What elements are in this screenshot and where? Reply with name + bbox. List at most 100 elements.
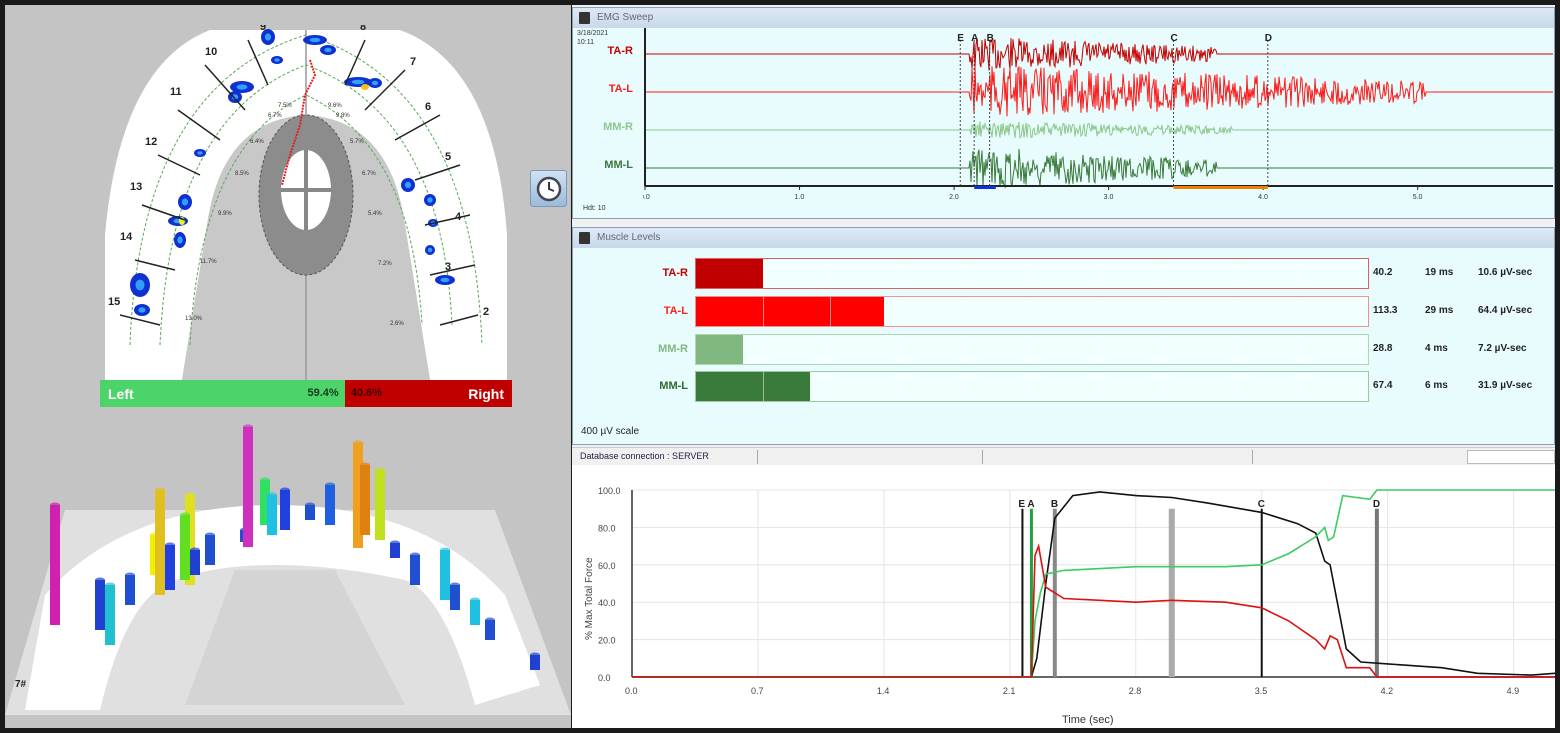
force-bar-3d bbox=[440, 550, 450, 600]
x-tick-label: 1.4 bbox=[877, 686, 890, 696]
tooth-number: 8 bbox=[360, 25, 366, 33]
y-tick-label: 40.0 bbox=[598, 598, 616, 608]
3d-force-view: 7# bbox=[5, 424, 571, 715]
channel-label: TA-L bbox=[608, 83, 633, 95]
event-marker-label: C bbox=[1258, 499, 1265, 510]
tooth-number: 11 bbox=[170, 86, 182, 98]
muscle-levels-titlebar: Muscle Levels bbox=[573, 228, 1554, 248]
x-axis-label: Time (sec) bbox=[1062, 714, 1114, 726]
tooth-percent: 2.6% bbox=[390, 321, 404, 327]
muscle-label: TA-R bbox=[662, 267, 688, 279]
force-bar-3d bbox=[410, 555, 420, 585]
x-tick-label: 3.5 bbox=[1255, 686, 1268, 696]
series-line-left bbox=[632, 489, 1555, 678]
tooth-percent: 9.8% bbox=[336, 113, 350, 119]
tooth-percent: 9.9% bbox=[218, 211, 232, 217]
tooth-percent: 6.7% bbox=[362, 171, 376, 177]
window-icon bbox=[579, 12, 590, 24]
force-bar-3d bbox=[125, 575, 135, 605]
emg-x-tick: 5.0 bbox=[1413, 194, 1423, 201]
emg-x-tick: 1.0 bbox=[795, 194, 805, 201]
muscle-integral: 31.9 µV-sec bbox=[1478, 380, 1533, 391]
muscle-time: 29 ms bbox=[1425, 305, 1454, 316]
force-bar-3d bbox=[360, 465, 370, 535]
occlusal-force-panel: 2 3 4 5 6 7 8 9 10 11 12 13 14 15 7.5% 6.7% 6.4% 8.5% 9.9… bbox=[5, 5, 571, 728]
tooth-percent: 5.4% bbox=[368, 211, 382, 217]
tooth-percent: 5.7% bbox=[350, 139, 364, 145]
event-marker-label: B bbox=[1051, 499, 1058, 510]
tooth-number: 3 bbox=[445, 261, 451, 273]
emg-sweep-plot[interactable]: 0.0 1.0 2.0 3.0 4.0 5.0 EAB C D bbox=[643, 28, 1555, 218]
left-label: Left bbox=[108, 386, 134, 402]
emg-x-tick: 2.0 bbox=[949, 194, 959, 201]
emg-sweep-window: EMG Sweep 3/18/2021 10:11 Hdt: 10 TA-R TA… bbox=[572, 7, 1555, 219]
force-bar-3d bbox=[190, 550, 200, 575]
force-bar-3d bbox=[280, 490, 290, 530]
right-label: Right bbox=[468, 386, 504, 402]
tooth-number: 14 bbox=[120, 231, 133, 243]
force-bar-3d bbox=[155, 490, 165, 595]
event-marker-label: E bbox=[1018, 499, 1025, 510]
emg-sweep-titlebar: EMG Sweep bbox=[573, 8, 1554, 28]
window-icon bbox=[579, 232, 590, 244]
force-bar-3d bbox=[165, 545, 175, 590]
muscle-level-fill bbox=[696, 335, 744, 364]
force-bar-3d bbox=[390, 543, 400, 558]
right-percent: 40.6% bbox=[350, 387, 382, 399]
force-bar-3d bbox=[353, 443, 363, 548]
muscle-value: 40.2 bbox=[1373, 267, 1393, 278]
tooth-percent: 6.7% bbox=[268, 113, 282, 119]
y-tick-label: 60.0 bbox=[598, 561, 616, 571]
muscle-integral: 64.4 µV-sec bbox=[1478, 305, 1533, 316]
x-tick-label: 2.8 bbox=[1129, 686, 1142, 696]
emg-marker-label: A bbox=[971, 33, 978, 44]
muscle-value: 67.4 bbox=[1373, 380, 1393, 391]
event-marker-label: A bbox=[1027, 499, 1034, 510]
arch-shape bbox=[105, 30, 507, 380]
muscle-time: 4 ms bbox=[1425, 343, 1448, 354]
muscle-label: MM-R bbox=[658, 343, 688, 355]
clock-button[interactable] bbox=[530, 170, 567, 207]
tooth-number: 9 bbox=[260, 25, 266, 33]
tooth-percent: 6.4% bbox=[250, 139, 264, 145]
tooth-number: 2 bbox=[483, 306, 489, 318]
force-bar-3d bbox=[50, 505, 60, 625]
emg-x-tick: 4.0 bbox=[1258, 194, 1268, 201]
window-title: EMG Sweep bbox=[597, 12, 654, 23]
channel-label: MM-R bbox=[603, 121, 633, 133]
force-time-chart[interactable]: 0.0 20.0 40.0 60.0 80.0 100.0 0.0 0.7 1.4 2.1 2.8 3… bbox=[572, 465, 1556, 728]
contact-blobs bbox=[130, 29, 455, 316]
muscle-integral: 7.2 µV-sec bbox=[1478, 343, 1527, 354]
sweep-date: 3/18/2021 bbox=[577, 30, 609, 37]
force-bar-3d bbox=[485, 620, 495, 640]
force-bar-3d bbox=[205, 535, 215, 565]
scale-label: 400 µV scale bbox=[581, 426, 640, 437]
tooth-number: 7 bbox=[410, 56, 416, 68]
event-marker-label: D bbox=[1373, 499, 1380, 510]
left-right-balance-bar: Left 59.4% 40.6% Right bbox=[100, 380, 512, 407]
muscle-level-fill bbox=[696, 372, 811, 401]
left-balance-segment: Left 59.4% bbox=[100, 380, 345, 407]
x-tick-label: 0.0 bbox=[625, 686, 638, 696]
3d-corner-label: 7# bbox=[15, 679, 27, 690]
tooth-number: 15 bbox=[108, 296, 120, 308]
muscle-integral: 10.6 µV-sec bbox=[1478, 267, 1533, 278]
muscle-label: TA-L bbox=[663, 305, 688, 317]
tooth-number: 13 bbox=[130, 181, 142, 193]
window-title: Muscle Levels bbox=[597, 232, 661, 243]
muscle-levels-window: Muscle Levels TA-R 40.2 19 ms 10.6 µV-sec TA… bbox=[572, 227, 1555, 445]
emg-marker-label: B bbox=[987, 33, 994, 44]
status-bar: Database connection : SERVER bbox=[572, 447, 1555, 465]
muscle-level-bar bbox=[695, 334, 1369, 365]
muscle-time: 19 ms bbox=[1425, 267, 1454, 278]
force-bar-3d bbox=[375, 470, 385, 540]
tooth-percent: 7.2% bbox=[378, 261, 392, 267]
force-bar-3d bbox=[243, 427, 253, 547]
emg-trace bbox=[645, 121, 1553, 139]
muscle-level-bar bbox=[695, 296, 1369, 327]
analysis-panel: EMG Sweep 3/18/2021 10:11 Hdt: 10 TA-R TA… bbox=[572, 5, 1556, 728]
tooth-number: 5 bbox=[445, 151, 451, 163]
muscle-label: MM-L bbox=[659, 380, 688, 392]
tooth-number: 10 bbox=[205, 46, 217, 58]
muscle-time: 6 ms bbox=[1425, 380, 1448, 391]
